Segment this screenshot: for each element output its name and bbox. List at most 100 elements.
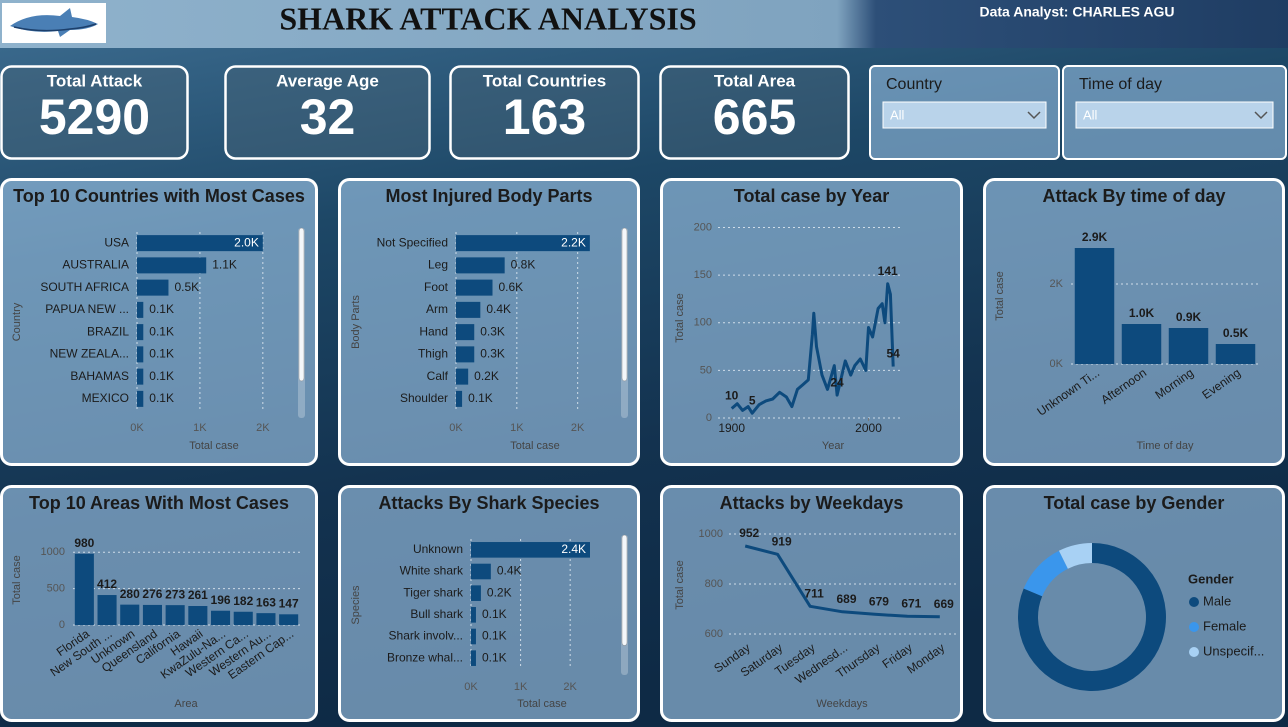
legend-label: Male [1203, 593, 1231, 608]
y-tick-label: SOUTH AFRICA [40, 280, 129, 294]
kpi-value: 32 [300, 89, 356, 145]
x-axis-title: Area [174, 698, 198, 710]
y-tick-label: Calf [427, 369, 449, 383]
data-label: 412 [97, 577, 117, 591]
y-axis-title: Total case [994, 271, 1006, 321]
y-tick-label: Leg [428, 258, 448, 272]
chart-panel: Top 10 Areas With Most Cases Area Total ca… [0, 485, 318, 722]
x-axis-title: Total case [517, 698, 567, 710]
chart-panel: Attacks By Shark Species Total case Specie… [338, 485, 640, 722]
chart-panel: Top 10 Countries with Most Cases Total ca… [0, 178, 318, 466]
data-label: 671 [901, 596, 921, 610]
kpi-box [0, 65, 189, 160]
data-label: 0.2K [474, 369, 499, 383]
data-label: 0.1K [149, 369, 174, 383]
kpi-box [659, 65, 850, 160]
bar [137, 279, 169, 296]
x-axis-title: Total case [510, 440, 560, 452]
data-label: 2.9K [1082, 230, 1108, 244]
filter-label: Time of day [1079, 76, 1162, 93]
data-label: 0.1K [482, 650, 507, 664]
x-tick-label: 2K [256, 422, 270, 434]
panel-box [660, 485, 963, 722]
y-tick-label: MEXICO [82, 391, 129, 405]
filter-dropdown[interactable]: All [882, 101, 1047, 129]
page-title: SHARK ATTACK ANALYSIS [279, 0, 696, 36]
logo [2, 3, 106, 43]
data-label: 1.1K [212, 258, 237, 272]
data-label: 0.5K [1223, 326, 1249, 340]
y-tick-label: 100 [694, 317, 712, 329]
chart-panel: Total case by Year Year Total case 0 50 100 15… [660, 178, 963, 466]
bar [165, 605, 185, 625]
panel-box [660, 178, 963, 466]
dropdown-box [882, 101, 1047, 129]
data-label: 261 [188, 588, 208, 602]
data-label: 0.4K [486, 302, 511, 316]
data-label: 0.5K [174, 280, 199, 294]
x-tick-label: 0K [130, 422, 144, 434]
x-axis-title: Time of day [1136, 440, 1194, 452]
data-label: 276 [142, 587, 162, 601]
filter-dropdown[interactable]: All [1075, 101, 1274, 129]
data-label: 0.1K [149, 324, 174, 338]
y-tick-label: Bull shark [410, 607, 464, 621]
y-axis-title: Total case [674, 293, 686, 343]
y-tick-label: Shoulder [400, 391, 448, 405]
bar [137, 368, 144, 385]
line [730, 282, 895, 415]
data-label: 147 [279, 596, 299, 610]
bar [137, 301, 144, 318]
panel-box [338, 485, 640, 722]
data-label: 980 [74, 536, 94, 550]
y-tick-label: 0 [706, 412, 712, 424]
bar [137, 324, 144, 341]
bar [456, 279, 493, 296]
data-label: 273 [165, 587, 185, 601]
data-label: 669 [934, 597, 954, 611]
chart-panel: Total case by Gender Gender Male Female Unsp… [983, 485, 1285, 722]
kpi-label: Total Area [714, 71, 796, 90]
bar [456, 368, 469, 385]
data-label: 141 [878, 264, 898, 278]
x-tick-label: 1K [514, 681, 528, 693]
data-label: 711 [804, 586, 824, 600]
kpi-value: 665 [713, 89, 796, 145]
donut-slice [1023, 550, 1068, 597]
kpi-box [224, 65, 431, 160]
y-tick-label: Tiger shark [403, 585, 464, 599]
y-axis-title: Species [350, 585, 362, 625]
data-label: 2.2K [561, 235, 586, 249]
data-label: 679 [869, 594, 889, 608]
header-band [0, 0, 1288, 48]
dropdown-chevron [1027, 111, 1041, 120]
chart-panel: Most Injured Body Parts Total case Body Pa… [338, 178, 640, 466]
x-tick-label: 1900 [718, 421, 745, 435]
bar [137, 257, 207, 274]
x-tick-label: 0K [449, 422, 463, 434]
bar [120, 604, 140, 625]
chart-panel: Attack By time of day Time of day Total ca… [983, 178, 1285, 466]
dropdown-value: All [1083, 107, 1098, 122]
bar [74, 553, 94, 625]
data-label: 919 [772, 534, 792, 548]
legend-label: Female [1203, 618, 1246, 633]
chart-title: Attacks by Weekdays [720, 493, 904, 513]
legend-title: Gender [1188, 571, 1234, 586]
kpi-box [449, 65, 640, 160]
y-tick-label: 2K [1050, 278, 1064, 290]
data-label: 689 [836, 592, 856, 606]
dropdown-chevron [1254, 111, 1268, 120]
x-axis-title: Total case [189, 440, 239, 452]
panel-box [983, 178, 1285, 466]
bar [279, 614, 299, 625]
bar [456, 390, 463, 407]
chart-title: Attack By time of day [1042, 186, 1225, 206]
data-label: 0.1K [149, 391, 174, 405]
data-label: 0.3K [480, 324, 505, 338]
y-tick-label: USA [104, 235, 129, 249]
data-label: 0.3K [480, 347, 505, 361]
bar [137, 346, 144, 363]
